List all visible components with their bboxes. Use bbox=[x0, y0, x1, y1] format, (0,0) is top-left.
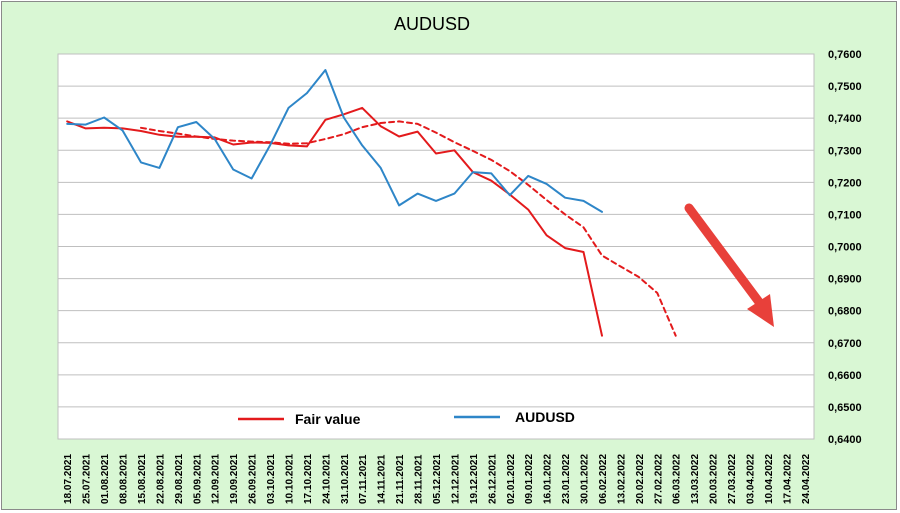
x-tick-label: 10.10.2021 bbox=[284, 454, 295, 504]
y-tick-label: 0,7000 bbox=[828, 242, 862, 254]
x-tick-label: 05.09.2021 bbox=[192, 454, 203, 504]
x-tick-label: 28.11.2021 bbox=[414, 454, 425, 504]
y-tick-label: 0,6500 bbox=[828, 402, 862, 414]
x-tick-label: 30.01.2022 bbox=[580, 454, 591, 504]
x-tick-label: 24.10.2021 bbox=[321, 454, 332, 504]
x-axis-ticks: 18.07.2021 25.07.2021 01.08.2021 08.08.2021… bbox=[63, 454, 812, 504]
y-tick-label: 0,7600 bbox=[828, 49, 862, 61]
x-tick-label: 05.12.2021 bbox=[432, 454, 443, 504]
chart-title: AUDUSD bbox=[394, 14, 470, 34]
y-tick-label: 0,7200 bbox=[828, 177, 862, 189]
x-tick-label: 24.04.2022 bbox=[801, 454, 812, 504]
y-tick-label: 0,6400 bbox=[828, 434, 862, 446]
x-tick-label: 03.10.2021 bbox=[266, 454, 277, 504]
trend-arrow bbox=[684, 203, 774, 327]
y-tick-label: 0,7300 bbox=[828, 145, 862, 157]
fair-value-line bbox=[66, 106, 603, 337]
x-tick-label: 19.12.2021 bbox=[469, 454, 480, 504]
y-tick-label: 0,7400 bbox=[828, 113, 862, 125]
x-tick-label: 15.08.2021 bbox=[137, 454, 148, 504]
y-tick-label: 0,7500 bbox=[828, 81, 862, 93]
audusd-line bbox=[66, 69, 603, 213]
y-axis-ticks: 0,6400 0,6500 0,6600 0,6700 0,6800 0,6900 0,70… bbox=[828, 49, 862, 446]
x-tick-label: 27.02.2022 bbox=[653, 454, 664, 504]
x-tick-label: 14.11.2021 bbox=[377, 454, 388, 504]
x-tick-label: 27.03.2022 bbox=[727, 454, 738, 504]
x-tick-label: 12.12.2021 bbox=[450, 454, 461, 504]
x-tick-label: 13.03.2022 bbox=[690, 454, 701, 504]
trend-arrow-shaft bbox=[684, 203, 764, 307]
legend-label-fair-value: Fair value bbox=[295, 411, 361, 427]
x-tick-label: 12.09.2021 bbox=[211, 454, 222, 504]
x-tick-label: 21.11.2021 bbox=[395, 454, 406, 504]
y-tick-label: 0,6700 bbox=[828, 338, 862, 350]
x-tick-label: 02.01.2022 bbox=[506, 454, 517, 504]
x-tick-label: 23.01.2022 bbox=[561, 454, 572, 504]
x-tick-label: 20.03.2022 bbox=[709, 454, 720, 504]
legend-label-audusd: AUDUSD bbox=[515, 409, 575, 425]
x-tick-label: 20.02.2022 bbox=[635, 454, 646, 504]
x-tick-label: 10.04.2022 bbox=[764, 454, 775, 504]
x-tick-label: 29.08.2021 bbox=[174, 454, 185, 504]
x-tick-label: 08.08.2021 bbox=[119, 454, 130, 504]
x-tick-label: 17.10.2021 bbox=[303, 454, 314, 504]
x-tick-label: 06.02.2022 bbox=[598, 454, 609, 504]
x-tick-label: 17.04.2022 bbox=[782, 454, 793, 504]
fair-value-forecast-line bbox=[140, 120, 677, 337]
grid-lines bbox=[58, 53, 814, 440]
x-tick-label: 03.04.2022 bbox=[745, 454, 756, 504]
x-tick-label: 01.08.2021 bbox=[100, 454, 111, 504]
y-tick-label: 0,7100 bbox=[828, 209, 862, 221]
x-tick-label: 09.01.2022 bbox=[524, 454, 535, 504]
y-tick-label: 0,6600 bbox=[828, 370, 862, 382]
x-tick-label: 25.07.2021 bbox=[82, 454, 93, 504]
series-layer bbox=[66, 69, 677, 337]
x-tick-label: 16.01.2022 bbox=[543, 454, 554, 504]
x-tick-label: 06.03.2022 bbox=[672, 454, 683, 504]
x-tick-label: 13.02.2022 bbox=[616, 454, 627, 504]
trend-arrow-head bbox=[747, 294, 774, 327]
x-tick-label: 26.12.2021 bbox=[487, 454, 498, 504]
x-tick-label: 19.09.2021 bbox=[229, 454, 240, 504]
y-tick-label: 0,6900 bbox=[828, 274, 862, 286]
x-tick-label: 31.10.2021 bbox=[340, 454, 351, 504]
x-tick-label: 26.09.2021 bbox=[248, 454, 259, 504]
x-tick-label: 07.11.2021 bbox=[358, 454, 369, 504]
y-tick-label: 0,6800 bbox=[828, 306, 862, 318]
legend: Fair value AUDUSD bbox=[238, 409, 575, 427]
x-tick-label: 18.07.2021 bbox=[63, 454, 74, 504]
x-tick-label: 22.08.2021 bbox=[155, 454, 166, 504]
